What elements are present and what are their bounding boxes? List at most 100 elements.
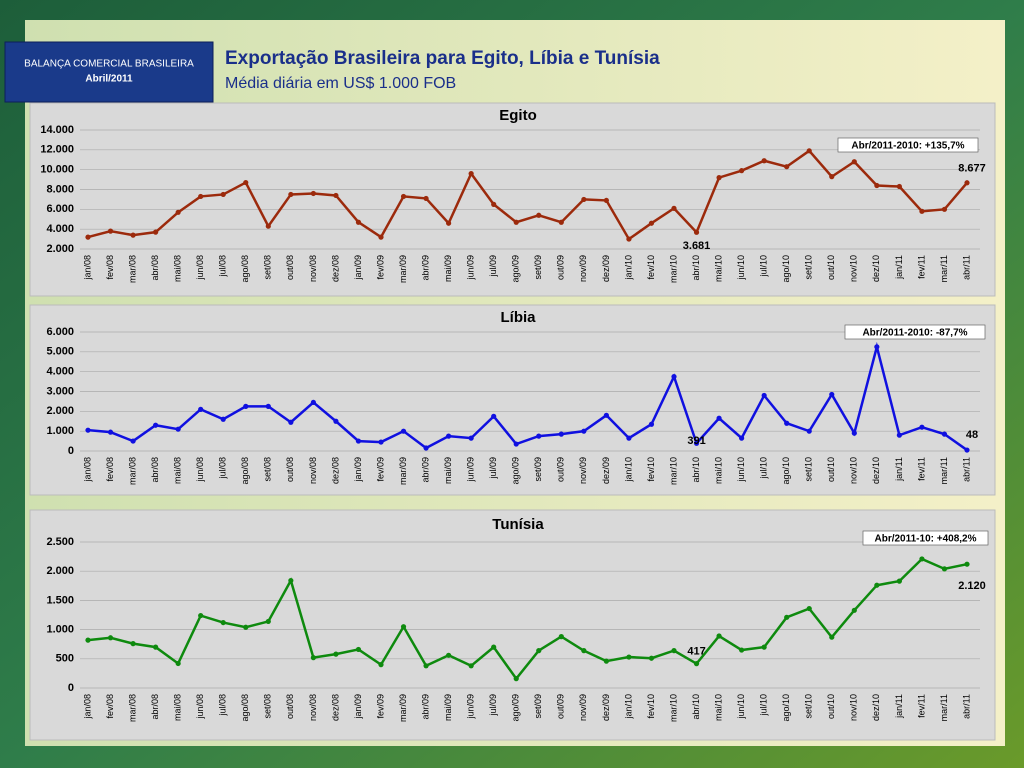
x-tick-label: abr/08 <box>150 457 160 483</box>
x-tick-label: jan/10 <box>623 255 633 281</box>
x-tick-label: nov/08 <box>308 457 318 484</box>
data-point <box>716 415 722 421</box>
x-tick-label: fev/11 <box>916 694 926 718</box>
data-point <box>784 420 790 426</box>
data-point <box>626 435 632 441</box>
x-tick-label: fev/08 <box>105 255 115 280</box>
data-point <box>333 651 339 657</box>
data-point <box>716 175 722 181</box>
data-point <box>85 637 91 643</box>
data-point <box>919 556 925 562</box>
x-tick-label: mar/11 <box>939 255 949 282</box>
value-label: 391 <box>687 435 705 447</box>
x-tick-label: nov/09 <box>578 457 588 484</box>
data-point <box>536 648 542 654</box>
data-point <box>806 148 812 154</box>
data-point <box>896 183 902 190</box>
data-point <box>423 445 429 451</box>
x-tick-label: mar/09 <box>398 694 408 722</box>
x-tick-label: ago/09 <box>511 694 521 722</box>
x-tick-label: ago/10 <box>781 255 791 283</box>
y-tick-label: 8.000 <box>46 183 74 195</box>
data-point <box>265 223 271 229</box>
data-point <box>941 566 948 572</box>
data-point <box>153 644 159 650</box>
box-title: BALANÇA COMERCIAL BRASILEIRA <box>24 59 194 70</box>
x-tick-label: jul/09 <box>488 457 498 480</box>
x-tick-label: abr/11 <box>961 255 971 280</box>
x-tick-label: abr/10 <box>691 457 701 483</box>
data-line <box>87 557 968 681</box>
data-point <box>761 644 767 650</box>
x-tick-label: jul/08 <box>218 255 228 278</box>
y-tick-label: 14.000 <box>40 124 74 136</box>
x-tick-label: jun/10 <box>736 457 746 483</box>
data-point <box>558 431 564 437</box>
data-point <box>964 561 970 567</box>
y-tick-label: 12.000 <box>40 144 74 156</box>
x-tick-label: jun/09 <box>466 255 476 281</box>
x-tick-label: dez/08 <box>330 694 340 721</box>
x-tick-label: jun/08 <box>195 255 205 281</box>
data-point <box>513 676 519 682</box>
x-tick-label: mai/10 <box>713 694 723 721</box>
page-title: Exportação Brasileira para Egito, Líbia … <box>225 48 660 69</box>
data-point <box>671 205 677 211</box>
x-tick-label: ago/08 <box>240 457 250 485</box>
x-tick-label: abr/11 <box>961 694 971 719</box>
data-point <box>671 374 677 380</box>
annotation-box <box>844 324 986 340</box>
x-tick-label: ago/08 <box>240 694 250 722</box>
data-point <box>288 419 294 425</box>
data-point <box>333 192 339 199</box>
x-tick-label: mar/11 <box>939 457 949 484</box>
data-point <box>829 174 835 180</box>
x-tick-label: out/08 <box>285 694 295 719</box>
x-tick-label: mar/08 <box>127 694 137 722</box>
x-tick-label: jun/09 <box>466 457 476 483</box>
data-point <box>130 641 136 647</box>
data-point <box>761 392 767 399</box>
x-tick-label: set/10 <box>804 457 814 482</box>
x-tick-label: jun/08 <box>195 694 205 720</box>
y-tick-label: 2.500 <box>46 536 74 548</box>
x-tick-label: mai/09 <box>443 255 453 282</box>
data-point <box>446 433 452 439</box>
x-tick-label: mai/08 <box>173 255 183 282</box>
data-point <box>288 191 294 198</box>
header-box <box>4 41 214 103</box>
x-tick-label: dez/10 <box>871 694 881 721</box>
x-tick-label: abr/10 <box>691 694 701 720</box>
data-point <box>739 647 745 653</box>
data-point <box>107 228 114 234</box>
data-point <box>446 220 452 226</box>
chart-title: Tunísia <box>492 516 544 533</box>
data-point <box>175 660 181 667</box>
x-tick-label: jul/10 <box>759 694 769 717</box>
data-point <box>874 182 880 189</box>
value-label: 3.681 <box>683 240 711 252</box>
data-point <box>558 634 564 640</box>
x-tick-label: jul/09 <box>488 694 498 717</box>
x-tick-label: out/09 <box>556 694 566 719</box>
x-tick-label: jan/11 <box>894 694 904 719</box>
data-point <box>716 633 722 639</box>
y-tick-label: 0 <box>68 682 74 694</box>
y-tick-label: 0 <box>68 445 74 457</box>
data-point <box>491 413 497 419</box>
value-label: 48 <box>966 429 978 441</box>
data-point <box>739 435 745 441</box>
data-point <box>423 195 429 202</box>
x-tick-label: set/08 <box>263 457 273 482</box>
x-tick-label: abr/08 <box>150 694 160 720</box>
data-point <box>874 344 880 350</box>
annotation: Abr/2011-2010: -87,7% <box>862 328 967 339</box>
data-point <box>220 191 226 198</box>
data-point <box>784 164 790 170</box>
x-tick-label: mar/11 <box>939 694 949 721</box>
data-point <box>693 229 700 235</box>
x-tick-label: mar/09 <box>398 457 408 485</box>
x-tick-label: dez/08 <box>330 255 340 282</box>
x-tick-label: abr/08 <box>150 255 160 281</box>
y-tick-label: 4.000 <box>46 223 74 235</box>
